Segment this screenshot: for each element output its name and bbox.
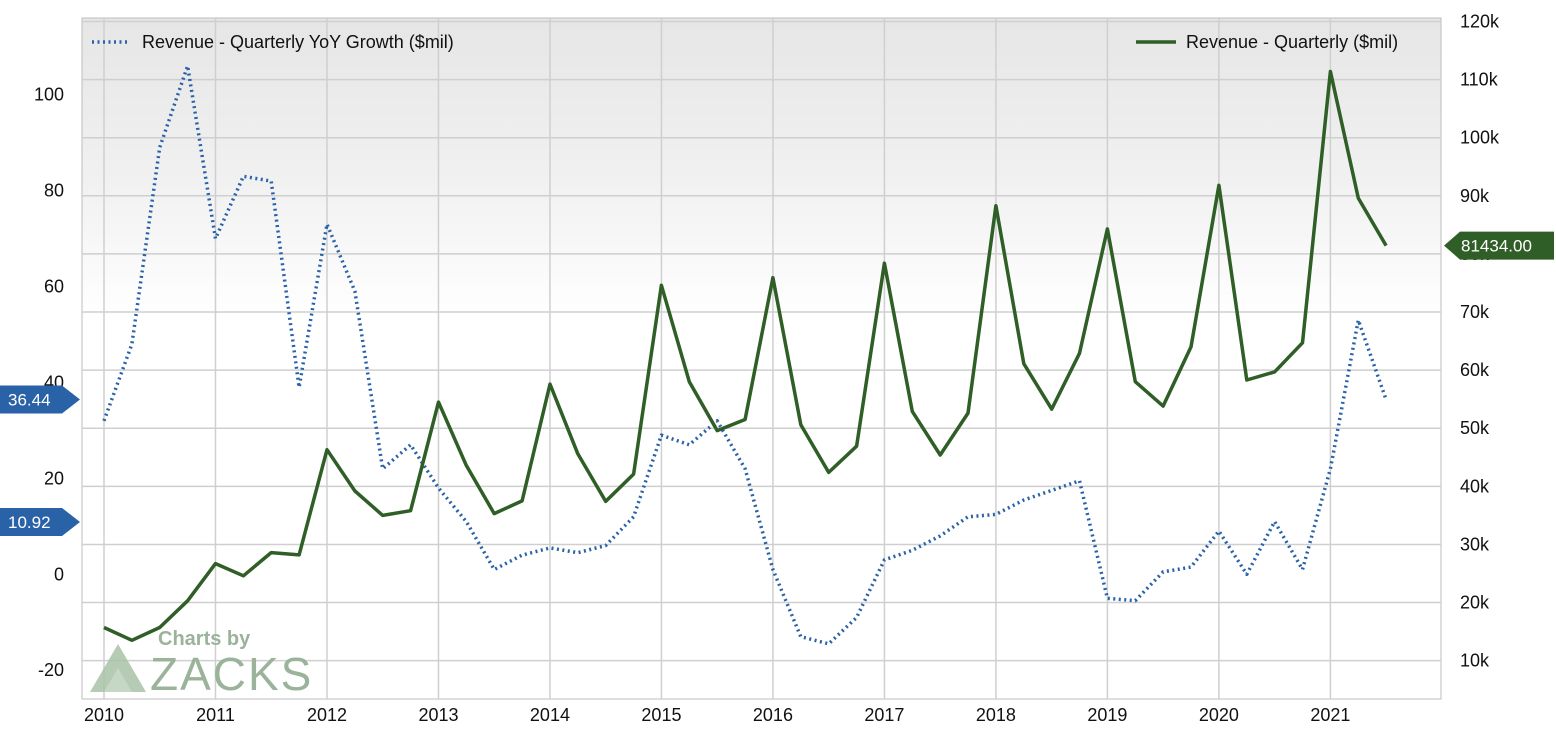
y-right-tick-label: 110k xyxy=(1460,70,1499,90)
x-tick-label: 2013 xyxy=(418,705,458,725)
y-right-tick-label: 70k xyxy=(1460,302,1490,322)
value-badges: 36.44 10.92 81434.00 xyxy=(0,231,1554,536)
y-right-tick-label: 90k xyxy=(1460,186,1490,206)
revenue-current-badge-bg xyxy=(1444,231,1554,260)
x-tick-label: 2012 xyxy=(307,705,347,725)
y-left-tick-label: 0 xyxy=(54,564,64,584)
series-layer xyxy=(102,64,1388,646)
y-left-tick-label: 20 xyxy=(44,468,64,488)
x-tick-label: 2014 xyxy=(530,705,570,725)
growth-current-badge-bg xyxy=(0,385,80,414)
plot-frame xyxy=(81,17,1442,700)
y-left-tick-label: -20 xyxy=(38,660,64,680)
legend-growth-label: Revenue - Quarterly YoY Growth ($mil) xyxy=(142,32,454,52)
x-tick-label: 2018 xyxy=(976,705,1016,725)
x-tick-label: 2011 xyxy=(196,705,235,725)
plot-top-band xyxy=(82,18,1441,318)
x-tick-label: 2019 xyxy=(1087,705,1127,725)
watermark-zacks: ZACKS xyxy=(150,648,313,700)
axes-layer: -2002040608010010k20k30k40k50k60k70k80k9… xyxy=(34,11,1500,725)
x-tick-label: 2017 xyxy=(864,705,904,725)
grid-lines xyxy=(82,18,1441,699)
revenue-current-badge: 81434.00 xyxy=(1461,237,1532,256)
x-tick-label: 2016 xyxy=(753,705,793,725)
x-tick-label: 2015 xyxy=(641,705,681,725)
growth-other-badge: 10.92 xyxy=(8,513,51,532)
y-right-tick-label: 30k xyxy=(1460,534,1490,554)
x-tick-label: 2021 xyxy=(1310,705,1350,725)
plot-background xyxy=(81,17,1442,700)
legend-revenue-label: Revenue - Quarterly ($mil) xyxy=(1186,32,1398,52)
revenue-series-line xyxy=(103,69,1388,643)
y-left-tick-label: 80 xyxy=(44,181,64,201)
watermark-charts-by: Charts by xyxy=(158,628,251,650)
x-tick-label: 2010 xyxy=(84,705,124,725)
y-right-tick-label: 60k xyxy=(1460,360,1490,380)
growth-series-line xyxy=(102,64,1388,646)
growth-other-badge-bg xyxy=(0,507,80,536)
y-right-tick-label: 120k xyxy=(1460,11,1500,31)
y-right-tick-label: 40k xyxy=(1460,476,1490,496)
y-right-tick-label: 100k xyxy=(1460,128,1500,148)
x-tick-label: 2020 xyxy=(1199,705,1239,725)
y-right-tick-label: 50k xyxy=(1460,418,1490,438)
y-left-tick-label: 100 xyxy=(34,85,64,105)
y-right-tick-label: 20k xyxy=(1460,593,1490,613)
growth-current-badge: 36.44 xyxy=(8,391,51,410)
y-right-tick-label: 10k xyxy=(1460,651,1490,671)
zacks-logo-inner xyxy=(104,668,132,692)
y-left-tick-label: 60 xyxy=(44,277,64,297)
legend: Revenue - Quarterly YoY Growth ($mil) Rev… xyxy=(92,32,1398,52)
